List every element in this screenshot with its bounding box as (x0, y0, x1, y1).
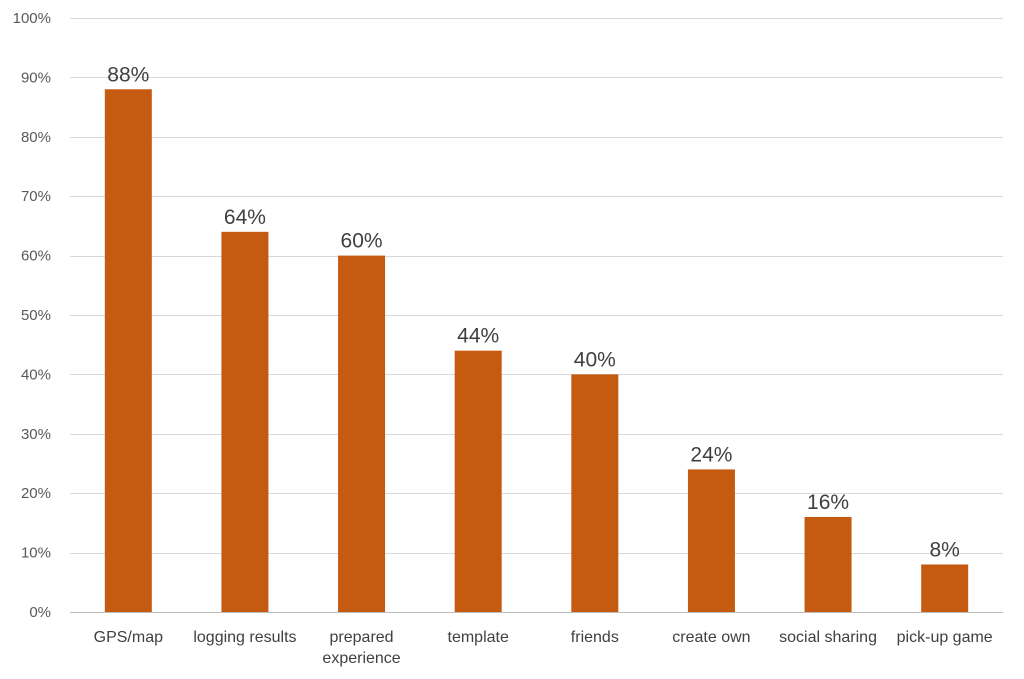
y-tick-label: 70% (21, 188, 51, 205)
x-tick-label: template (448, 629, 509, 646)
y-axis-ticks: 0% 10% 20% 30% 40% 50% 60% 70% 80% 90% 100% (13, 10, 51, 621)
x-axis-ticks: GPS/map logging results prepared experience… (94, 629, 993, 667)
bar (571, 374, 619, 612)
bar (221, 231, 269, 612)
bar (338, 255, 386, 612)
x-tick-label: logging results (193, 629, 296, 646)
data-label: 16% (807, 491, 849, 514)
data-label: 60% (341, 230, 383, 253)
data-label: 24% (690, 443, 732, 466)
y-tick-label: 80% (21, 129, 51, 146)
x-tick-label: GPS/map (94, 629, 163, 646)
bar (104, 89, 152, 612)
data-label: 44% (457, 325, 499, 348)
y-tick-label: 90% (21, 69, 51, 86)
y-tick-label: 50% (21, 307, 51, 324)
bar (687, 469, 735, 612)
x-tick-label: friends (571, 629, 619, 646)
bar (454, 350, 502, 612)
y-tick-label: 40% (21, 366, 51, 383)
data-label: 64% (224, 206, 266, 229)
data-labels: 88% 64% 60% 44% 40% 24% 16% 8% (107, 63, 960, 561)
data-label: 88% (107, 63, 149, 86)
y-tick-label: 0% (29, 604, 51, 621)
y-tick-label: 10% (21, 545, 51, 562)
data-label: 40% (574, 348, 616, 371)
bar (804, 516, 852, 612)
y-tick-label: 100% (13, 10, 51, 27)
y-tick-label: 60% (21, 248, 51, 265)
data-label: 8% (930, 538, 960, 561)
y-tick-label: 30% (21, 426, 51, 443)
gridlines (70, 18, 1003, 613)
bars (104, 89, 969, 612)
x-tick-label: create own (672, 629, 750, 646)
x-tick-label: prepared experience (322, 629, 400, 667)
bar (921, 564, 969, 612)
y-tick-label: 20% (21, 485, 51, 502)
x-tick-label: pick-up game (897, 629, 993, 646)
x-tick-label: social sharing (779, 629, 877, 646)
